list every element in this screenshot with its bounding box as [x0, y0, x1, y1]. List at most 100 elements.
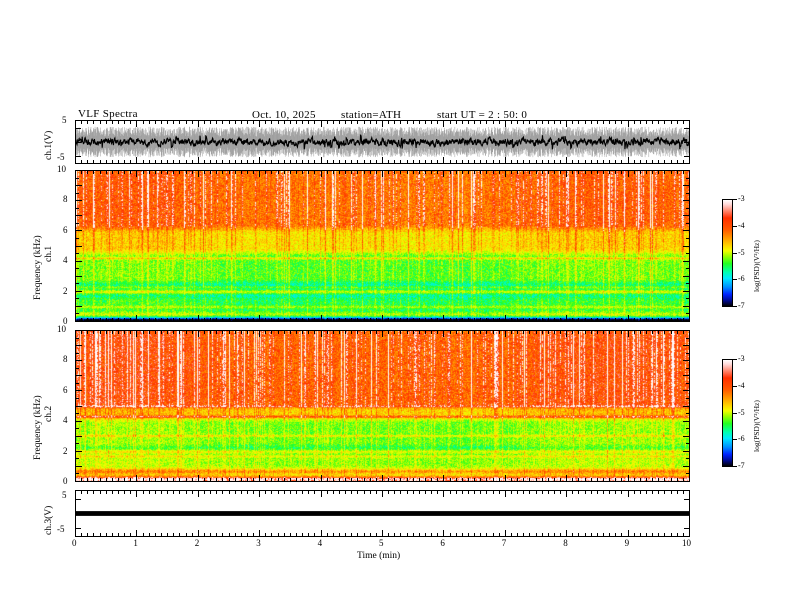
x-tick-mark: [467, 478, 469, 482]
x-tick-mark: [253, 160, 255, 164]
x-tick-mark: [406, 478, 408, 482]
y-tick-mark: [686, 237, 690, 239]
x-tick-mark: [664, 478, 666, 482]
x-tick-mark: [185, 120, 187, 124]
x-tick-mark: [689, 330, 690, 337]
y-tick-mark: [686, 207, 690, 209]
y-tick-mark: [75, 283, 79, 285]
ch1-spec-ytick-4: 4: [63, 255, 68, 265]
x-tick-mark: [339, 478, 341, 482]
x-tick-mark: [289, 533, 291, 537]
x-tick-mark: [87, 170, 89, 174]
x-tick-mark: [529, 318, 531, 322]
x-tick-mark: [130, 170, 132, 174]
colorbar-tick-mark: [733, 279, 737, 281]
x-tick-mark: [603, 120, 605, 124]
x-tick-mark: [652, 170, 654, 174]
x-axis-tick-1: 1: [133, 538, 138, 548]
x-tick-mark: [179, 490, 181, 494]
y-tick-mark: [683, 305, 690, 307]
x-tick-mark: [584, 120, 586, 124]
x-tick-mark: [277, 478, 279, 482]
x-tick-mark: [652, 490, 654, 494]
plot-station: station=ATH: [341, 109, 402, 121]
x-tick-mark: [443, 157, 445, 164]
x-tick-mark: [345, 160, 347, 164]
x-tick-mark: [560, 160, 562, 164]
x-tick-mark: [676, 330, 678, 334]
x-tick-mark: [566, 170, 568, 177]
x-tick-mark: [105, 160, 107, 164]
x-tick-mark: [259, 530, 261, 537]
x-tick-mark: [504, 170, 506, 177]
x-tick-mark: [179, 160, 181, 164]
x-tick-mark: [627, 490, 629, 497]
x-tick-mark: [449, 533, 451, 537]
x-tick-mark: [117, 533, 119, 537]
x-tick-mark: [246, 478, 248, 482]
x-tick-mark: [578, 170, 580, 174]
x-tick-mark: [259, 490, 261, 497]
x-tick-mark: [510, 533, 512, 537]
x-tick-mark: [99, 490, 101, 494]
x-tick-mark: [572, 533, 574, 537]
x-tick-mark: [117, 478, 119, 482]
y-tick-mark: [75, 215, 82, 217]
y-tick-mark: [75, 528, 81, 530]
x-tick-mark: [314, 170, 316, 174]
x-tick-mark: [529, 490, 531, 494]
x-tick-mark: [621, 160, 623, 164]
y-tick-mark: [75, 345, 82, 347]
x-tick-mark: [283, 478, 285, 482]
x-tick-mark: [339, 533, 341, 537]
x-tick-mark: [345, 318, 347, 322]
x-tick-mark: [474, 330, 476, 334]
x-tick-mark: [652, 120, 654, 124]
x-tick-mark: [467, 120, 469, 124]
x-tick-mark: [154, 160, 156, 164]
x-tick-mark: [93, 160, 95, 164]
x-tick-mark: [277, 490, 279, 494]
x-tick-mark: [517, 318, 519, 322]
x-tick-mark: [173, 490, 175, 494]
x-tick-mark: [541, 160, 543, 164]
x-tick-mark: [652, 160, 654, 164]
x-tick-mark: [615, 170, 617, 174]
x-tick-mark: [418, 533, 420, 537]
x-tick-mark: [474, 160, 476, 164]
x-tick-mark: [596, 120, 598, 124]
x-tick-mark: [603, 478, 605, 482]
x-tick-mark: [424, 318, 426, 322]
x-tick-mark: [547, 330, 549, 334]
x-tick-mark: [369, 330, 371, 334]
x-tick-mark: [216, 170, 218, 174]
x-tick-mark: [222, 478, 224, 482]
x-tick-mark: [621, 490, 623, 494]
x-tick-mark: [130, 120, 132, 124]
x-tick-mark: [400, 330, 402, 334]
x-tick-mark: [246, 160, 248, 164]
x-tick-mark: [498, 490, 500, 494]
x-tick-mark: [603, 318, 605, 322]
x-tick-mark: [197, 490, 199, 497]
x-tick-mark: [615, 478, 617, 482]
x-tick-mark: [124, 160, 126, 164]
x-tick-mark: [259, 170, 261, 177]
x-tick-mark: [486, 490, 488, 494]
x-tick-mark: [93, 170, 95, 174]
x-tick-mark: [424, 478, 426, 482]
ch2-spec-ytick-8: 8: [63, 354, 68, 364]
plot-start-ut: start UT = 2 : 50: 0: [437, 109, 528, 121]
x-tick-mark: [400, 478, 402, 482]
ch3-waveform-line: [76, 511, 689, 516]
ch1-spec-ytick-2: 2: [63, 286, 68, 296]
x-tick-mark: [130, 318, 132, 322]
y-tick-mark: [683, 465, 690, 467]
x-tick-mark: [633, 533, 635, 537]
y-tick-mark: [686, 413, 690, 415]
x-tick-mark: [455, 318, 457, 322]
x-tick-mark: [289, 170, 291, 174]
x-tick-mark: [504, 490, 506, 497]
x-tick-mark: [431, 478, 433, 482]
x-tick-mark: [111, 318, 113, 322]
